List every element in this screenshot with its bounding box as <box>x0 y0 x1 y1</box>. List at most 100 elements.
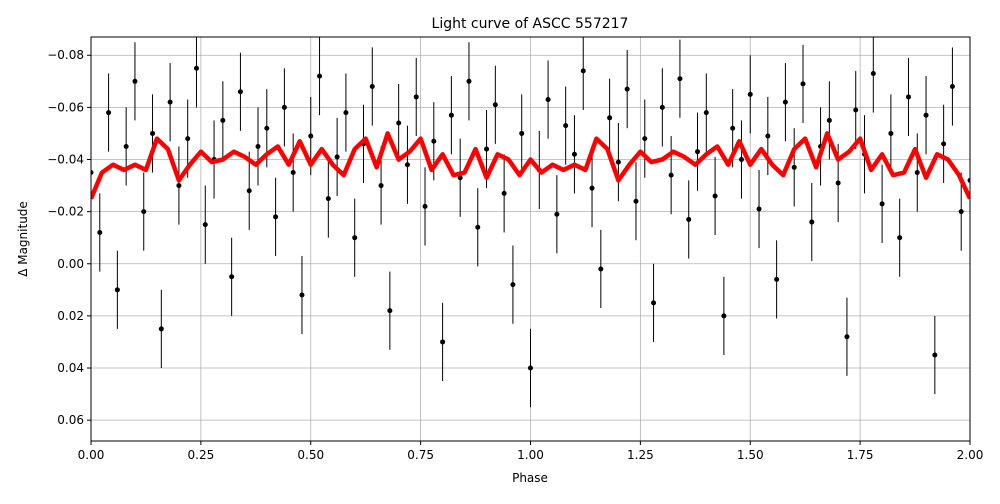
data-point <box>369 84 375 90</box>
data-point <box>782 99 788 105</box>
data-point <box>457 175 463 181</box>
x-axis-label: Phase <box>512 471 548 485</box>
data-point <box>844 334 850 340</box>
data-point <box>308 133 314 139</box>
data-point <box>826 117 832 123</box>
data-point <box>290 170 296 176</box>
data-point <box>800 81 806 87</box>
data-point <box>123 143 129 149</box>
data-point <box>703 110 709 116</box>
data-point <box>396 120 402 126</box>
y-tick-label: −0.06 <box>47 100 84 114</box>
data-point <box>589 185 595 191</box>
axes: 0.00 0.25 0.50 0.75 1.00 1.25 1.50 1.75 2.00 −0.0… <box>47 48 983 462</box>
data-point <box>202 222 208 228</box>
data-point <box>835 180 841 186</box>
data-point <box>747 91 753 97</box>
data-point <box>193 65 199 71</box>
data-point <box>317 73 323 79</box>
data-point <box>615 159 621 165</box>
data-point <box>237 89 243 95</box>
data-point <box>97 229 103 235</box>
data-point <box>712 193 718 199</box>
data-point <box>185 136 191 142</box>
data-point <box>343 110 349 116</box>
data-point <box>941 141 947 147</box>
data-point <box>659 104 665 110</box>
data-point <box>510 282 516 288</box>
data-point <box>106 110 112 116</box>
data-point <box>905 94 911 100</box>
data-point <box>466 78 472 84</box>
data-point <box>932 352 938 358</box>
data-point <box>229 274 235 280</box>
data-point <box>949 84 955 90</box>
y-axis-label: Δ Magnitude <box>16 201 30 277</box>
data-point <box>273 214 279 220</box>
data-point <box>695 149 701 155</box>
data-point <box>633 198 639 204</box>
x-tick-label: 1.00 <box>517 448 544 462</box>
y-tick-label: 0.04 <box>57 361 84 375</box>
data-point <box>246 188 252 194</box>
data-point <box>738 157 744 163</box>
y-tick-label: 0.02 <box>57 309 84 323</box>
data-point <box>501 190 507 196</box>
data-point <box>897 235 903 241</box>
data-point <box>352 235 358 241</box>
data-point <box>325 196 331 202</box>
data-point <box>888 130 894 136</box>
x-tick-label: 1.50 <box>737 448 764 462</box>
data-point <box>756 206 762 212</box>
data-point <box>431 138 437 144</box>
data-point <box>281 104 287 110</box>
data-point <box>580 68 586 74</box>
data-point <box>624 86 630 92</box>
data-point <box>519 130 525 136</box>
data-point <box>255 143 261 149</box>
data-point <box>545 97 551 103</box>
data-point <box>923 112 929 118</box>
x-tick-label: 0.75 <box>407 448 434 462</box>
x-tick-label: 2.00 <box>957 448 984 462</box>
data-point <box>378 183 384 189</box>
x-tick-label: 0.25 <box>188 448 215 462</box>
data-point <box>220 117 226 123</box>
data-point <box>879 201 885 207</box>
chart-title: Light curve of ASCC 557217 <box>432 16 629 32</box>
data-point <box>967 177 970 183</box>
data-point <box>651 300 657 306</box>
data-point <box>91 170 94 176</box>
data-point <box>167 99 173 105</box>
data-point <box>721 313 727 319</box>
data-point <box>492 102 498 108</box>
data-point <box>598 266 604 272</box>
data-point <box>158 326 164 332</box>
data-point <box>404 162 410 168</box>
data-point <box>571 151 577 157</box>
data-point <box>730 125 736 131</box>
data-point <box>870 70 876 76</box>
x-tick-label: 0.00 <box>78 448 105 462</box>
data-point <box>132 78 138 84</box>
data-point <box>440 339 446 345</box>
fit-line <box>91 131 970 200</box>
data-point <box>413 94 419 100</box>
y-tick-label: 0.00 <box>57 257 84 271</box>
data-point <box>958 209 964 215</box>
data-point <box>528 365 533 371</box>
y-tick-label: −0.04 <box>47 153 84 167</box>
x-tick-label: 1.25 <box>627 448 654 462</box>
y-tick-label: −0.02 <box>47 205 84 219</box>
data-point <box>791 164 797 170</box>
data-point <box>853 107 859 113</box>
y-tick-label: −0.08 <box>47 48 84 62</box>
data-point <box>141 209 147 215</box>
data-point <box>607 115 613 121</box>
plot-area <box>91 37 970 408</box>
x-tick-label: 0.50 <box>297 448 324 462</box>
data-point <box>563 123 569 129</box>
data-point <box>448 112 454 118</box>
data-point <box>774 276 780 282</box>
